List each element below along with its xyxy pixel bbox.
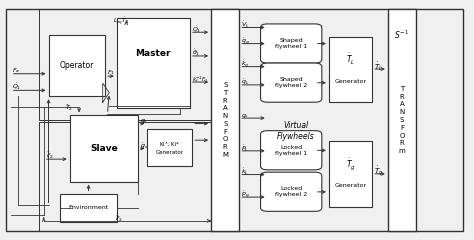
- Text: Generator: Generator: [335, 79, 366, 84]
- Text: $\dot{p}_g$: $\dot{p}_g$: [241, 189, 249, 200]
- Text: Environment: Environment: [68, 205, 109, 210]
- Text: Ki$^{\wedge}$, Ki*
Generator: Ki$^{\wedge}$, Ki* Generator: [156, 141, 184, 155]
- Text: Virtual
Flywheels: Virtual Flywheels: [277, 121, 315, 141]
- Text: $q_s$: $q_s$: [140, 117, 148, 125]
- Text: $\dot{P}_L$: $\dot{P}_L$: [241, 143, 249, 154]
- FancyBboxPatch shape: [60, 193, 117, 222]
- Text: $\dot{T}_g$: $\dot{T}_g$: [346, 156, 356, 172]
- Text: $\bar{F}_2$: $\bar{F}_2$: [46, 151, 54, 161]
- Text: $\dot{k}_L$: $\dot{k}_L$: [241, 167, 249, 177]
- Text: T
R
A
N
S
F
O
R
m: T R A N S F O R m: [399, 86, 405, 154]
- Text: $\hat{F}_2$: $\hat{F}_2$: [115, 213, 123, 224]
- Text: $\dot{T}_L$: $\dot{T}_L$: [374, 60, 383, 73]
- Text: Generator: Generator: [335, 183, 366, 188]
- Text: Shaped
flywheel 1: Shaped flywheel 1: [275, 38, 307, 49]
- Text: $k_f^{-1}F_1$: $k_f^{-1}F_1$: [192, 74, 209, 84]
- Text: $q_s$: $q_s$: [241, 112, 249, 120]
- FancyBboxPatch shape: [261, 131, 322, 170]
- Text: $\dot{k}_g$: $\dot{k}_g$: [241, 58, 249, 70]
- Text: $\dot{Q}_1$: $\dot{Q}_1$: [192, 24, 201, 35]
- FancyBboxPatch shape: [329, 141, 372, 207]
- Text: $\dot{T}_L$: $\dot{T}_L$: [346, 52, 356, 67]
- Text: Slave: Slave: [90, 144, 118, 153]
- Text: $F_1$: $F_1$: [107, 68, 115, 77]
- Text: $\dot{Q}_1$: $\dot{Q}_1$: [12, 82, 22, 92]
- Text: $\dot{V}_L$: $\dot{V}_L$: [241, 20, 249, 30]
- FancyBboxPatch shape: [147, 130, 192, 166]
- FancyBboxPatch shape: [70, 115, 138, 182]
- Text: $S^{-1}$: $S^{-1}$: [394, 29, 410, 42]
- Text: Shaped
flywheel 2: Shaped flywheel 2: [275, 77, 307, 88]
- Text: Master: Master: [136, 49, 171, 58]
- FancyBboxPatch shape: [261, 24, 322, 63]
- Text: S
T
R
A
N
S
F
O
R
M: S T R A N S F O R M: [222, 82, 228, 158]
- Text: $\dot{T}_g$: $\dot{T}_g$: [374, 164, 383, 179]
- Text: $\hat{T}_2$: $\hat{T}_2$: [65, 103, 73, 114]
- Text: $\dot{q}_L$: $\dot{q}_L$: [241, 78, 249, 87]
- FancyBboxPatch shape: [388, 8, 416, 232]
- Text: Operator: Operator: [60, 61, 94, 70]
- FancyBboxPatch shape: [211, 8, 239, 232]
- FancyBboxPatch shape: [48, 35, 105, 96]
- FancyBboxPatch shape: [261, 172, 322, 211]
- Text: $\dot{q}_s$: $\dot{q}_s$: [140, 141, 149, 151]
- FancyBboxPatch shape: [261, 63, 322, 102]
- FancyBboxPatch shape: [117, 18, 190, 108]
- FancyBboxPatch shape: [329, 37, 372, 102]
- Text: Locked
flywheel 1: Locked flywheel 1: [275, 145, 307, 156]
- Text: $F_a$: $F_a$: [12, 66, 20, 75]
- Text: $L_{eq}\dot{T}_1$: $L_{eq}\dot{T}_1$: [113, 16, 130, 27]
- Text: Locked
flywheel 2: Locked flywheel 2: [275, 186, 307, 197]
- Text: $\dot{\theta}_1$: $\dot{\theta}_1$: [192, 48, 201, 58]
- Text: $\dot{q}_g$: $\dot{q}_g$: [241, 36, 249, 47]
